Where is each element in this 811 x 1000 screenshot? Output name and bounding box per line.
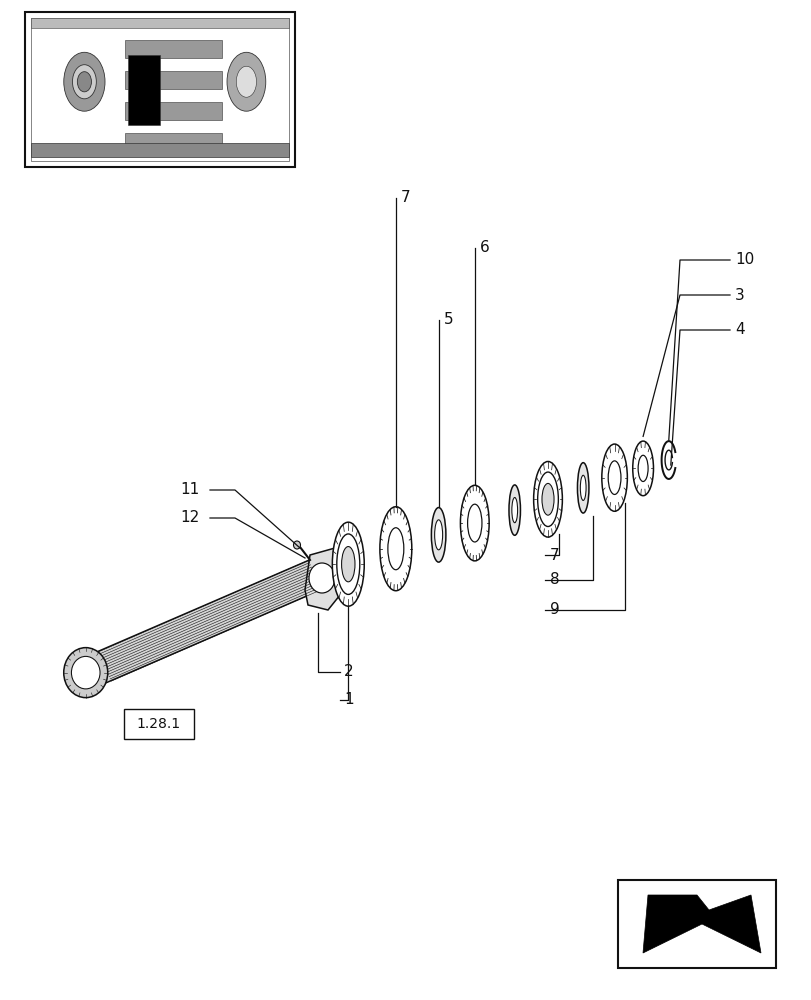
Text: 11: 11 bbox=[181, 483, 200, 497]
Text: 12: 12 bbox=[181, 510, 200, 526]
Ellipse shape bbox=[72, 65, 97, 99]
Polygon shape bbox=[642, 895, 760, 953]
FancyBboxPatch shape bbox=[124, 709, 194, 739]
Text: 6: 6 bbox=[479, 240, 489, 255]
Ellipse shape bbox=[508, 485, 520, 535]
Ellipse shape bbox=[537, 472, 558, 527]
Ellipse shape bbox=[64, 52, 105, 111]
Text: 7: 7 bbox=[549, 548, 559, 562]
Text: 3: 3 bbox=[734, 288, 744, 302]
Text: 9: 9 bbox=[549, 602, 559, 617]
Bar bbox=[125, 40, 222, 58]
Ellipse shape bbox=[580, 475, 586, 500]
Text: 10: 10 bbox=[734, 252, 753, 267]
Ellipse shape bbox=[434, 520, 442, 550]
Ellipse shape bbox=[341, 547, 354, 582]
Ellipse shape bbox=[380, 507, 411, 591]
Text: 7: 7 bbox=[401, 190, 410, 206]
Text: 1: 1 bbox=[344, 692, 353, 708]
Ellipse shape bbox=[632, 441, 653, 496]
Ellipse shape bbox=[460, 485, 488, 561]
Ellipse shape bbox=[71, 656, 100, 689]
Text: 2: 2 bbox=[344, 664, 353, 680]
Polygon shape bbox=[305, 548, 340, 610]
Bar bbox=[125, 102, 222, 120]
Ellipse shape bbox=[77, 72, 92, 92]
Bar bbox=[127, 55, 160, 125]
Polygon shape bbox=[93, 560, 321, 683]
Ellipse shape bbox=[227, 52, 265, 111]
Ellipse shape bbox=[236, 66, 256, 97]
Text: 1.28.1: 1.28.1 bbox=[137, 717, 181, 731]
Ellipse shape bbox=[637, 455, 647, 481]
Ellipse shape bbox=[467, 504, 482, 542]
Ellipse shape bbox=[332, 522, 364, 606]
Bar bbox=[125, 133, 222, 151]
Ellipse shape bbox=[309, 563, 335, 593]
Ellipse shape bbox=[601, 444, 627, 511]
Ellipse shape bbox=[511, 498, 517, 523]
Bar bbox=[31, 18, 289, 161]
Bar bbox=[617, 880, 775, 968]
Ellipse shape bbox=[577, 463, 588, 513]
Ellipse shape bbox=[388, 528, 403, 570]
Ellipse shape bbox=[337, 534, 359, 594]
Text: 4: 4 bbox=[734, 322, 744, 338]
Bar bbox=[125, 71, 222, 90]
Ellipse shape bbox=[63, 648, 108, 698]
Ellipse shape bbox=[533, 461, 562, 537]
Ellipse shape bbox=[607, 461, 620, 494]
Ellipse shape bbox=[293, 541, 300, 549]
Text: 5: 5 bbox=[443, 312, 453, 328]
Bar bbox=[25, 12, 294, 167]
Ellipse shape bbox=[431, 508, 445, 562]
Bar bbox=[31, 18, 289, 28]
Ellipse shape bbox=[541, 483, 553, 515]
Text: 8: 8 bbox=[549, 572, 559, 587]
Bar bbox=[31, 143, 289, 157]
